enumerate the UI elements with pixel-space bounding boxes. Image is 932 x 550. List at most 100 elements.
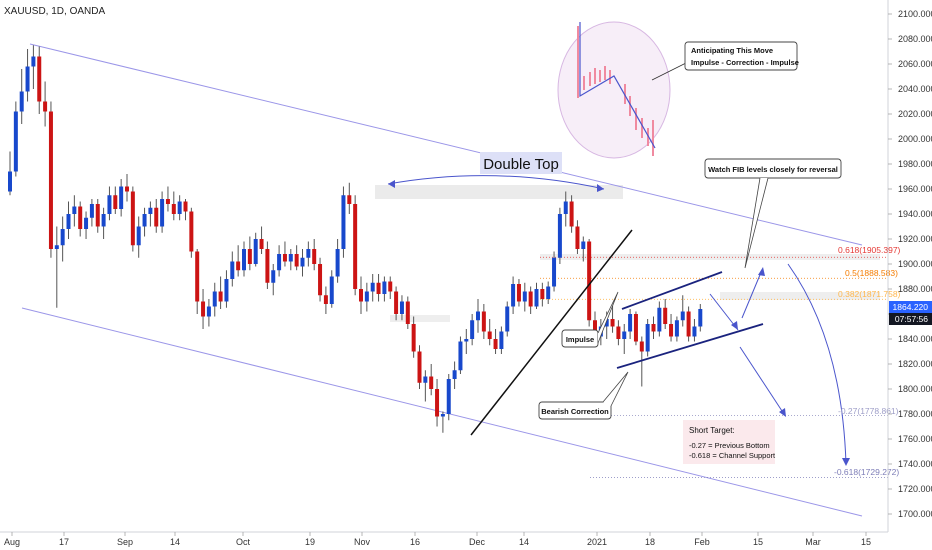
candle-body (481, 311, 486, 332)
candle-body (674, 320, 679, 337)
candle-5 (37, 46, 42, 114)
candle-34 (206, 299, 211, 327)
price-axis[interactable]: 2100.000 2080.000 2060.000 2040.000 2020.000… (888, 9, 932, 519)
fib-label-0618: 0.618(1905.397) (838, 245, 901, 255)
candle-body (435, 389, 440, 417)
candle-body (692, 326, 697, 337)
channel-upper-line (29, 43, 863, 246)
price-tick-label: 1800.000 (898, 384, 932, 394)
fib-band-zone (540, 254, 880, 260)
candle-98 (581, 236, 586, 262)
candle-110 (651, 316, 656, 339)
price-tick-label: 1760.000 (898, 434, 932, 444)
candle-31 (189, 207, 194, 258)
candle-113 (669, 314, 674, 342)
candle-90 (534, 282, 539, 309)
candle-body (639, 341, 644, 352)
candle-69 (411, 316, 416, 358)
candle-108 (639, 336, 644, 387)
candle-56 (335, 239, 340, 283)
anticipating-sub: Impulse - Correction - Impulse (691, 58, 799, 67)
candle-65 (388, 276, 393, 299)
support-zone (390, 315, 450, 322)
candle-body (347, 195, 352, 204)
candle-77 (458, 336, 463, 374)
candle-body (282, 254, 287, 262)
time-tick-label: 18 (645, 537, 655, 547)
candle-15 (95, 199, 100, 233)
descending-channel (21, 43, 863, 517)
candle-body (552, 257, 557, 287)
candle-0 (8, 151, 12, 196)
candle-body (189, 211, 194, 252)
candle-body (218, 291, 223, 302)
candle-79 (470, 314, 475, 346)
candle-body (651, 324, 656, 332)
inset-bars (577, 26, 654, 156)
candle-body (499, 331, 504, 349)
candle-body (522, 291, 527, 302)
anticipation-inset (557, 21, 687, 159)
candle-body (452, 370, 457, 379)
short-target-title: Short Target: (689, 426, 735, 435)
candle-97 (575, 220, 580, 254)
candle-7 (48, 101, 53, 258)
candle-body (312, 249, 317, 264)
candle-27 (165, 186, 170, 212)
candle-52 (312, 239, 317, 271)
candle-51 (306, 241, 311, 267)
candle-47 (282, 241, 287, 267)
price-tick-label: 1960.000 (898, 184, 932, 194)
wedge-upper-line (621, 271, 723, 310)
candle-body (125, 186, 129, 192)
candle-114 (674, 316, 679, 342)
candle-body (575, 226, 580, 249)
resistance-zone (375, 185, 623, 199)
candle-body (142, 214, 147, 227)
candle-body (458, 341, 463, 371)
time-axis[interactable]: Aug 17 Sep 14 Oct 19 Nov 16 Dec 14 2021 18 Feb 15 Mar 1… (4, 532, 871, 547)
candle-body (165, 199, 170, 204)
correction-wedge (616, 271, 764, 369)
price-tick-label: 2080.000 (898, 34, 932, 44)
candle-body (604, 319, 609, 327)
candle-body (405, 301, 410, 324)
candle-body (686, 311, 691, 337)
current-price: 1864.220 (893, 302, 929, 312)
candle-36 (218, 276, 223, 309)
candle-94 (557, 207, 562, 264)
candle-body (19, 91, 24, 112)
price-tick-label: 1780.000 (898, 409, 932, 419)
candle-body (154, 207, 159, 227)
candle-13 (84, 211, 89, 239)
price-tick-label: 1880.000 (898, 284, 932, 294)
candle-body (13, 111, 18, 172)
candle-body (183, 201, 188, 212)
candle-92 (546, 281, 551, 304)
impulse-callout: Impulse (561, 291, 619, 348)
candle-body (417, 351, 422, 383)
candle-body (66, 214, 71, 229)
candle-body (528, 291, 533, 307)
candle-body (230, 261, 235, 279)
candle-33 (201, 289, 206, 329)
fib-labels: 0.618(1905.397) 0.5(1888.583) 0.382(1871… (834, 245, 901, 477)
candle-103 (610, 304, 615, 333)
candle-43 (259, 226, 264, 254)
candle-46 (277, 245, 282, 277)
double-top-arrow-left (388, 180, 395, 188)
candle-70 (417, 345, 422, 389)
time-tick-label: 14 (519, 537, 529, 547)
candle-body (382, 281, 387, 294)
candle-87 (516, 279, 521, 307)
candle-111 (657, 301, 662, 337)
candle-body (399, 301, 404, 314)
candle-44 (265, 241, 270, 289)
candle-body (698, 309, 703, 327)
candle-48 (288, 249, 293, 271)
candle-1 (13, 101, 18, 177)
candle-body (107, 195, 112, 214)
candle-76 (452, 361, 457, 389)
candle-body (657, 307, 662, 332)
